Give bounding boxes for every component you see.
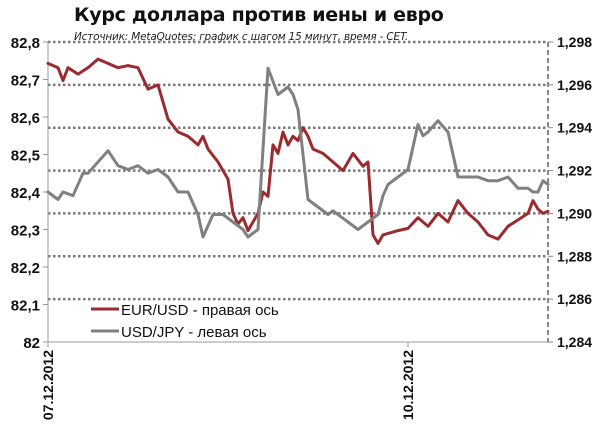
left-axis-tick-label: 82,7 bbox=[11, 73, 40, 90]
left-axis-tick-label: 82,5 bbox=[11, 148, 40, 165]
chart-subtitle: Источник: MetaQuotes; график с шагом 15 … bbox=[74, 31, 409, 43]
chart-title: Курс доллара против иены и евро bbox=[74, 4, 444, 26]
left-axis-tick-label: 82,8 bbox=[11, 35, 40, 52]
legend: EUR/USD - правая ось USD/JPY - левая ось bbox=[91, 302, 279, 341]
x-axis-tick-label: 07.12.2012 bbox=[40, 350, 56, 420]
series-line-eurusd bbox=[46, 57, 550, 245]
left-axis-tick-label: 82,6 bbox=[11, 110, 40, 127]
axes: 1,298 1,296 1,294 1,292 1,290 1,288 1,286 1,284… bbox=[11, 34, 592, 420]
x-axis-tick-label: 10.12.2012 bbox=[400, 350, 416, 420]
series-lines bbox=[46, 57, 550, 245]
right-axis-tick-label: 1,288 bbox=[557, 248, 592, 264]
left-axis-tick-label: 82 bbox=[23, 335, 40, 352]
right-axis-tick-label: 1,298 bbox=[557, 34, 592, 50]
right-axis-tick-label: 1,284 bbox=[557, 334, 592, 350]
series-line-usdjpy bbox=[46, 66, 550, 239]
left-axis-tick-label: 82,3 bbox=[11, 223, 40, 240]
legend-label-usdjpy: USD/JPY - левая ось bbox=[121, 324, 267, 341]
gridlines bbox=[48, 40, 548, 301]
right-axis-tick-label: 1,290 bbox=[557, 205, 592, 221]
left-axis-tick-label: 82,4 bbox=[11, 185, 41, 202]
right-axis-tick-label: 1,296 bbox=[557, 77, 592, 93]
legend-label-eurusd: EUR/USD - правая ось bbox=[121, 302, 279, 319]
right-axis-tick-label: 1,294 bbox=[557, 120, 592, 136]
right-axis-tick-label: 1,292 bbox=[557, 163, 592, 179]
right-axis-tick-label: 1,286 bbox=[557, 291, 592, 307]
left-axis-tick-label: 82,2 bbox=[11, 260, 40, 277]
left-axis-tick-label: 82,1 bbox=[11, 298, 40, 315]
